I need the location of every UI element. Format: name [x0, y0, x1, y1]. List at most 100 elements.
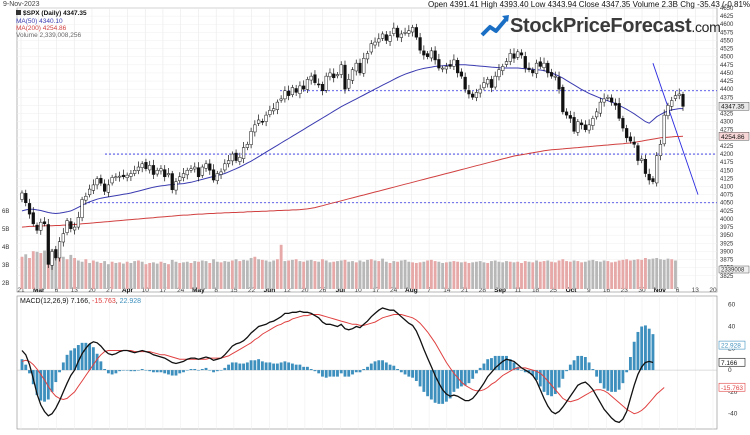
- volume-bar: [598, 261, 602, 289]
- volume-bar: [332, 261, 336, 289]
- macd-histogram-bar: [501, 355, 505, 371]
- candle-up: [670, 100, 674, 107]
- volume-bar: [343, 259, 347, 289]
- volume-bar: [662, 259, 666, 289]
- macd-histogram-bar: [426, 370, 430, 397]
- candle-down: [456, 60, 460, 74]
- volume-bar: [456, 261, 460, 289]
- macd-histogram-bar: [381, 360, 384, 371]
- candle-up: [305, 79, 310, 90]
- volume-bar: [516, 261, 520, 289]
- candle-up: [373, 41, 377, 46]
- macd-histogram-bar: [384, 362, 388, 371]
- macd-histogram-bar: [587, 362, 591, 371]
- y-tick-label: 4450: [720, 71, 734, 77]
- macd-histogram-bar: [268, 362, 272, 371]
- candle-up: [508, 53, 512, 62]
- macd-histogram-bar: [471, 370, 475, 379]
- macd-histogram-bar: [572, 360, 576, 371]
- y-tick-label: 4300: [720, 120, 734, 126]
- macd-histogram-bar: [505, 355, 508, 371]
- candle-up: [324, 75, 328, 91]
- volume-bar: [490, 261, 493, 289]
- macd-histogram-bar: [61, 362, 65, 371]
- macd-histogram-bar: [422, 370, 426, 392]
- y-tick-label: 4425: [720, 79, 734, 85]
- candle-up: [328, 72, 332, 78]
- candle-down: [317, 83, 321, 86]
- x-tick-label: 30: [638, 287, 646, 294]
- macd-histogram-bar: [182, 370, 185, 373]
- macd-histogram-bar: [407, 370, 411, 377]
- volume-bar: [31, 251, 35, 289]
- candle-up: [264, 114, 268, 122]
- volume-bar: [381, 258, 384, 289]
- volume-bar: [512, 262, 516, 289]
- candle-up: [347, 79, 351, 89]
- volume-bar: [396, 261, 399, 289]
- macd-histogram-bar: [208, 370, 212, 371]
- macd-hist-tag-box: [718, 340, 746, 350]
- volume-bar: [24, 254, 28, 289]
- candle-up: [39, 221, 43, 231]
- candle-down: [636, 145, 640, 161]
- volume-bar: [328, 262, 332, 289]
- candle-up: [666, 105, 670, 117]
- candle-down: [103, 183, 107, 192]
- symbol-swatch: [16, 10, 21, 15]
- macd-histogram-bar: [520, 370, 523, 371]
- macd-histogram-bar: [475, 370, 478, 374]
- x-tick-label: 15: [230, 287, 238, 294]
- candle-up: [365, 53, 370, 60]
- candle-up: [257, 119, 261, 124]
- volume-bar: [561, 259, 565, 289]
- volume-bar: [414, 262, 418, 289]
- candle-up: [129, 173, 133, 177]
- macd-signal-tag: -15.763: [721, 385, 743, 392]
- macd-line: [21, 307, 654, 424]
- volume-bar: [260, 259, 264, 289]
- candle-down: [625, 128, 629, 139]
- candle-down: [42, 221, 47, 225]
- volume-bar: [99, 262, 103, 289]
- volume-bar: [520, 262, 523, 289]
- macd-histogram-bar: [223, 367, 227, 371]
- x-tick-label: 10: [355, 287, 363, 294]
- ma200-tag-box: [718, 132, 750, 141]
- macd-histogram-bar: [148, 370, 152, 372]
- x-tick-label: 24: [177, 287, 185, 294]
- x-tick-label: 16: [603, 287, 611, 294]
- volume-bar: [580, 262, 584, 289]
- macd-histogram-bar: [84, 342, 88, 371]
- volume-bar: [28, 258, 31, 289]
- candle-down: [583, 124, 587, 130]
- candle-up: [516, 51, 520, 58]
- volume-bar: [347, 261, 351, 289]
- macd-histogram-bar: [193, 368, 197, 371]
- candle-up: [84, 196, 88, 201]
- volume-bar: [501, 262, 505, 289]
- candle-up: [497, 69, 501, 78]
- macd-histogram-bar: [178, 370, 182, 374]
- y-tick-label: 3875: [720, 258, 734, 264]
- candle-down: [46, 224, 50, 265]
- macd-histogram-bar: [287, 362, 291, 371]
- volume-bar: [452, 261, 456, 289]
- macd-histogram-bar: [561, 370, 565, 379]
- volume-bar: [441, 262, 445, 289]
- volume-bar: [377, 261, 381, 289]
- volume-bar: [61, 256, 65, 289]
- ohlc-summary: Open 4391.41 High 4393.40 Low 4343.94 Cl…: [428, 0, 750, 9]
- macd-y-tick-label: -20: [728, 389, 738, 396]
- candle-down: [471, 93, 475, 98]
- volume-bar: [88, 262, 92, 289]
- last-price-tag-box: [718, 102, 750, 111]
- candle-down: [632, 141, 636, 145]
- candle-up: [452, 59, 456, 67]
- macd-histogram-bar: [28, 370, 31, 374]
- volume-bar: [336, 261, 339, 289]
- volume-bar: [444, 262, 448, 289]
- volume-last-tag: 2339008: [721, 268, 745, 274]
- volume-bar: [463, 261, 467, 289]
- macd-histogram-bar: [204, 367, 208, 371]
